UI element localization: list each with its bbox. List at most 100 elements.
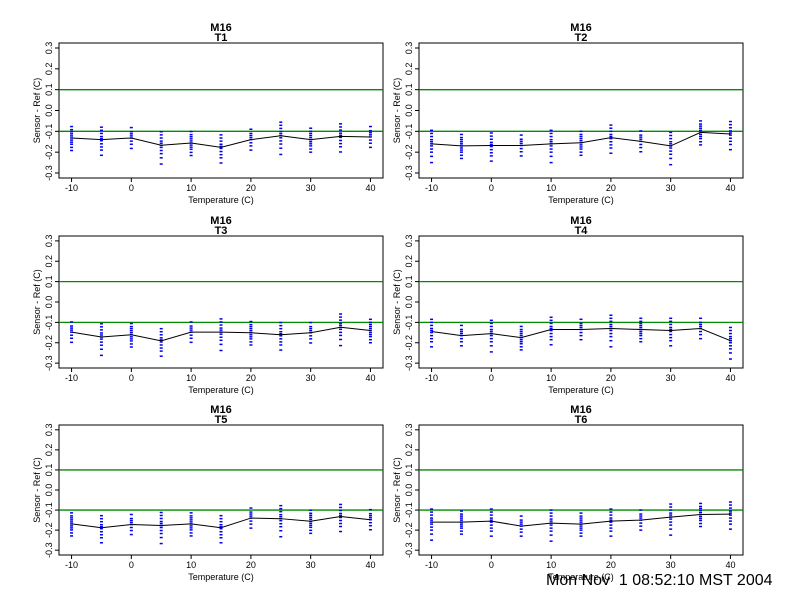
x-tick-label: 30 [666, 560, 676, 570]
scatter-point [249, 149, 253, 151]
scatter-point [579, 133, 583, 136]
scatter-point [728, 507, 732, 509]
scatter-point [430, 151, 434, 153]
y-tick-label: 0.1 [44, 464, 54, 477]
scatter-point [669, 320, 673, 323]
x-tick-label: 10 [186, 560, 196, 570]
scatter-point [639, 334, 643, 337]
y-axis: -0.3 -0.2 -0.1 0.0 0.1 0.2 0.3 Sensor - Ref (C) [32, 424, 59, 558]
scatter-point [70, 519, 74, 521]
scatter-point [219, 137, 223, 139]
scatter-point [368, 139, 372, 141]
scatter-point [159, 337, 163, 339]
scatter-point [249, 338, 253, 340]
scatter-point [579, 135, 583, 138]
x-tick-label: 40 [725, 183, 735, 193]
scatter-point [339, 503, 343, 506]
scatter-point [459, 154, 463, 157]
scatter-point [669, 521, 673, 523]
scatter-point [430, 148, 434, 150]
scatter-point [129, 133, 133, 135]
scatter-point [639, 513, 643, 515]
scatter-point [99, 525, 103, 528]
scatter-point [728, 335, 732, 338]
scatter-point [249, 320, 253, 323]
scatter-point [549, 344, 553, 346]
scatter-point [368, 146, 372, 149]
scatter-point [159, 140, 163, 142]
scatter-point [70, 141, 74, 143]
scatter-point [609, 524, 613, 526]
scatter-point [279, 341, 283, 343]
scatter-point [309, 509, 313, 512]
mean-line [71, 135, 371, 148]
plot-box [58, 235, 384, 369]
y-tick-label: 0.1 [404, 83, 414, 96]
scatter-point [249, 520, 253, 522]
scatter-point [99, 135, 103, 138]
scatter-point [70, 521, 74, 523]
scatter-point [159, 134, 163, 136]
scatter-point [189, 519, 193, 521]
scatter-point [159, 131, 163, 133]
scatter-point [549, 338, 553, 341]
scatter-point [159, 526, 163, 529]
scatter-point [489, 143, 493, 146]
scatter-point [70, 131, 74, 133]
scatter-point [549, 515, 553, 517]
scatter-point [728, 329, 732, 332]
scatter-cluster [669, 317, 673, 347]
scatter-point [669, 143, 673, 145]
scatter-point [279, 349, 283, 351]
scatter-point [159, 529, 163, 532]
scatter-point [549, 141, 553, 143]
scatter-cluster [728, 120, 732, 151]
scatter-point [309, 529, 313, 532]
scatter-point [159, 163, 163, 165]
plot-box [418, 235, 744, 369]
x-axis: -10 0 10 20 30 40 Temperature (C) [65, 368, 375, 395]
scatter-point [669, 512, 673, 514]
scatter-point [249, 336, 253, 338]
scatter-point [279, 124, 283, 127]
scatter-point [189, 527, 193, 529]
scatter-point [519, 140, 523, 143]
x-tick-label: -10 [65, 183, 78, 193]
y-tick-label: -0.3 [404, 542, 414, 558]
scatter-point [219, 339, 223, 342]
scatter-point [519, 523, 523, 525]
scatter-cluster [339, 313, 343, 347]
scatter-point [339, 316, 343, 318]
scatter-point [519, 334, 523, 337]
scatter-point [339, 328, 343, 331]
scatter-point [728, 501, 732, 503]
timestamp: Mon Nov 1 08:52:10 MST 2004 [546, 572, 773, 589]
scatter-point [728, 137, 732, 139]
scatter-point [129, 519, 133, 522]
scatter-point [489, 535, 493, 537]
scatter-point [459, 510, 463, 512]
scatter-point [549, 520, 553, 522]
x-tick-label: 20 [606, 373, 616, 383]
y-tick-label: -0.1 [404, 315, 414, 331]
scatter-point [99, 332, 103, 334]
scatter-point [249, 327, 253, 330]
y-tick-label: 0.2 [44, 444, 54, 457]
scatter-point [70, 515, 74, 517]
scatter-point [728, 504, 732, 506]
scatter-point [549, 534, 553, 536]
scatter-cluster [549, 129, 553, 164]
scatter-point [639, 515, 643, 517]
scatter-point [699, 525, 703, 528]
scatter-point [368, 327, 372, 330]
x-tick-label: 30 [306, 373, 316, 383]
scatter-point [579, 331, 583, 334]
scatter-point [489, 530, 493, 532]
scatter-point [368, 129, 372, 132]
x-tick-label: 20 [246, 183, 256, 193]
scatter-point [219, 517, 223, 520]
scatter-point [579, 517, 583, 519]
y-tick-label: -0.2 [44, 144, 54, 160]
